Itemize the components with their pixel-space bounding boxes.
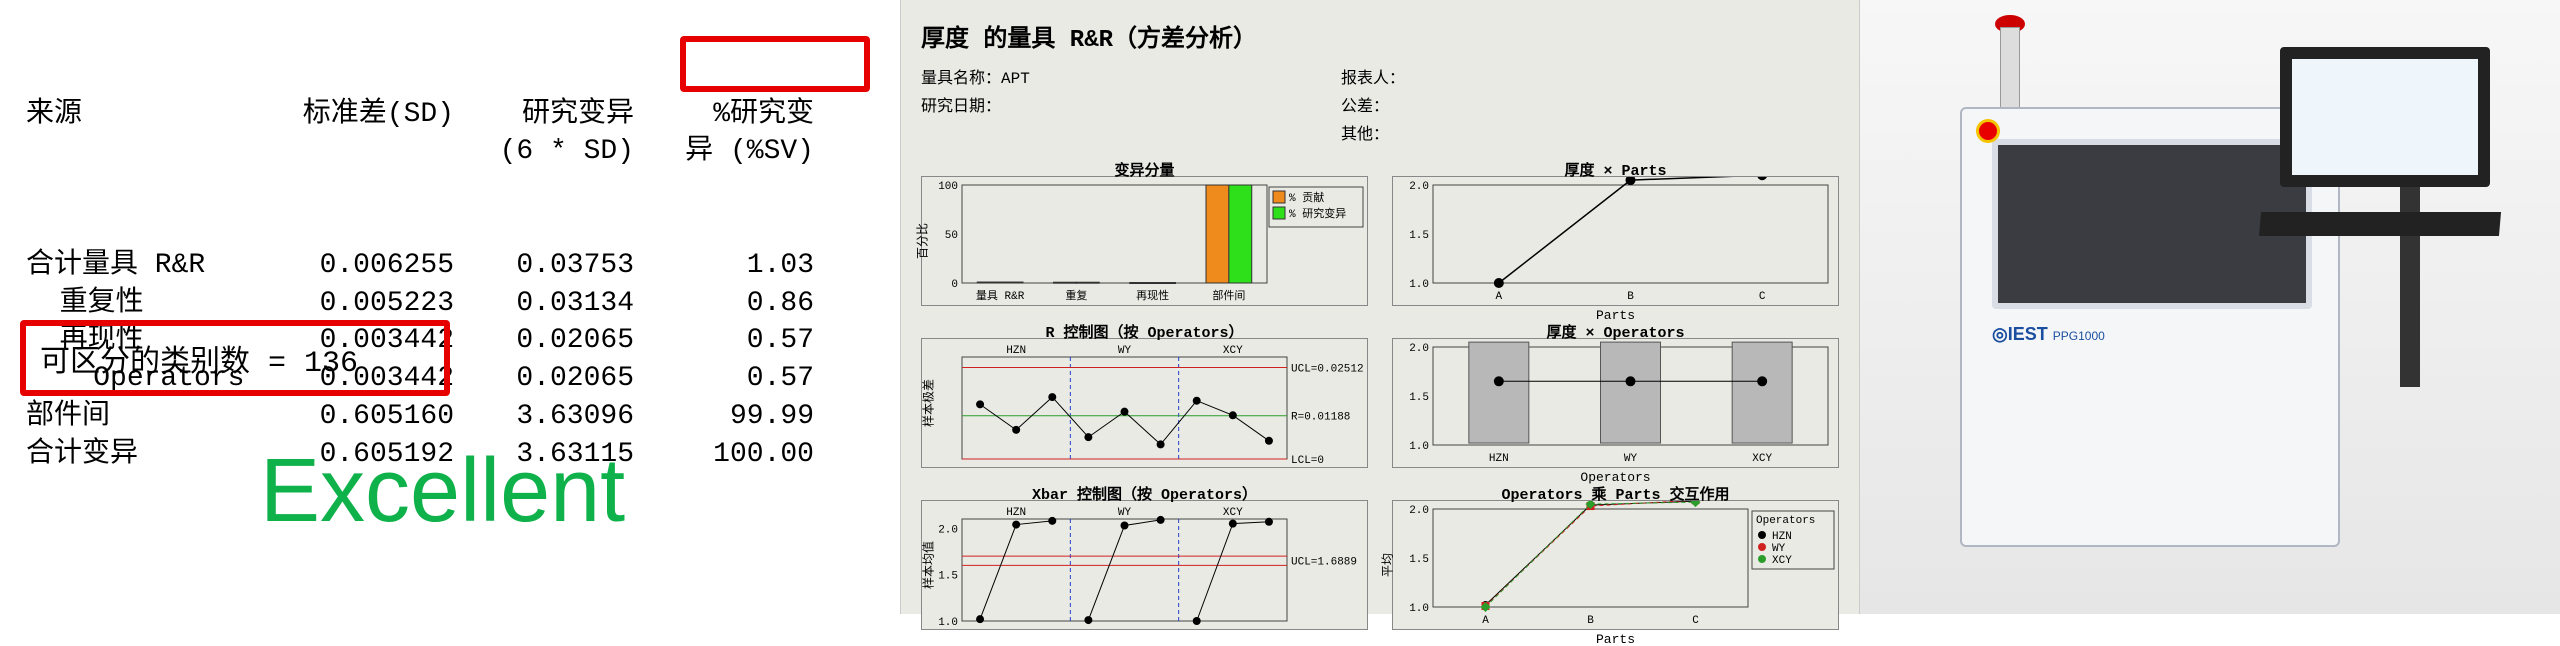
svg-text:B: B: [1627, 291, 1634, 303]
meta-row-2: 研究日期： 公差：: [921, 92, 1839, 116]
machine-illustration: ◎IEST PPG1000: [1940, 27, 2480, 587]
table-cell: 0.605160: [280, 398, 460, 436]
table-cell: 0.57: [640, 360, 820, 398]
categories-text: 可区分的类别数 = 136: [40, 336, 358, 381]
chart-thickness-parts: 厚度 × PartsParts1.01.52.0ABC: [1392, 176, 1839, 306]
gauge-name-value: APT: [1001, 70, 1030, 88]
svg-text:2.0: 2.0: [1409, 181, 1429, 193]
svg-text:C: C: [1759, 291, 1766, 303]
table-cell: 100.00: [640, 436, 820, 474]
svg-text:1.0: 1.0: [1409, 603, 1429, 615]
svg-text:100: 100: [938, 181, 958, 193]
table-cell: 0.02065: [460, 322, 640, 360]
table-header-row: 来源 标准差(SD) 研究变异 (6 * SD) %研究变 异 (%SV): [20, 96, 880, 172]
table-cell: 0.02065: [460, 360, 640, 398]
table-cell: 1.03: [640, 247, 820, 285]
svg-text:1.0: 1.0: [1409, 279, 1429, 291]
svg-text:再现性: 再现性: [1136, 288, 1169, 303]
svg-text:0: 0: [951, 279, 958, 291]
charts-panel: 厚度 的量具 R&R（方差分析） 量具名称：APT 报表人： 研究日期： 公差：…: [900, 0, 1860, 614]
meta-row-1: 量具名称：APT 报表人：: [921, 64, 1839, 88]
anova-table-panel: 来源 标准差(SD) 研究变异 (6 * SD) %研究变 异 (%SV) 合计…: [0, 0, 900, 614]
reporter-label: 报表人：: [1341, 70, 1405, 88]
col-sv: 研究变异 (6 * SD): [460, 96, 640, 172]
svg-text:WY: WY: [1772, 543, 1786, 555]
svg-text:1.5: 1.5: [1409, 554, 1429, 566]
table-cell: 99.99: [640, 398, 820, 436]
svg-text:1.5: 1.5: [1409, 230, 1429, 242]
svg-text:WY: WY: [1118, 345, 1132, 357]
machine-photo-panel: ◎IEST PPG1000: [1860, 0, 2560, 614]
svg-text:A: A: [1496, 291, 1503, 303]
chart-grid: 变异分量百分比050100量具 R&R重复再现性部件间% 贡献% 研究变异 厚度…: [921, 156, 1839, 630]
monitor: [2280, 47, 2490, 187]
table-cell: 重复性: [20, 285, 280, 323]
table-row: 合计量具 R&R0.0062550.037531.03: [20, 247, 880, 285]
chart-xbar-control: Xbar 控制图（按 Operators）样本均值HZNWYXCY1.01.52…: [921, 500, 1368, 630]
gauge-name-label: 量具名称：: [921, 70, 1001, 88]
svg-text:2.0: 2.0: [938, 524, 958, 536]
meta-row-3: 其他：: [921, 120, 1839, 144]
chart-thickness-operators: 厚度 × OperatorsOperators1.01.52.0HZNWYXCY: [1392, 338, 1839, 468]
svg-text:C: C: [1692, 615, 1699, 627]
svg-text:HZN: HZN: [1772, 531, 1792, 543]
table-cell: 合计量具 R&R: [20, 247, 280, 285]
svg-text:50: 50: [945, 230, 958, 242]
svg-text:WY: WY: [1624, 453, 1638, 465]
svg-text:2.0: 2.0: [1409, 343, 1429, 355]
table-cell: 0.006255: [280, 247, 460, 285]
svg-text:XCY: XCY: [1223, 345, 1243, 357]
other-label: 其他：: [1341, 126, 1389, 144]
tolerance-label: 公差：: [1341, 98, 1389, 116]
svg-text:重复: 重复: [1065, 288, 1087, 303]
svg-text:UCL=0.02512: UCL=0.02512: [1291, 363, 1364, 375]
col-sd: 标准差(SD): [280, 96, 460, 172]
svg-text:XCY: XCY: [1752, 453, 1772, 465]
study-date-label: 研究日期：: [921, 98, 1001, 116]
excellent-label: Excellent: [260, 440, 625, 543]
col-pv: %研究变 异 (%SV): [640, 96, 820, 172]
svg-text:WY: WY: [1118, 507, 1132, 519]
chart-variation: 变异分量百分比050100量具 R&R重复再现性部件间% 贡献% 研究变异: [921, 176, 1368, 306]
report-title: 厚度 的量具 R&R（方差分析）: [921, 18, 1839, 54]
svg-text:HZN: HZN: [1489, 453, 1509, 465]
svg-text:UCL=1.6889: UCL=1.6889: [1291, 557, 1357, 569]
svg-text:% 研究变异: % 研究变异: [1289, 206, 1346, 221]
svg-text:1.0: 1.0: [938, 617, 958, 629]
table-row: 部件间0.6051603.6309699.99: [20, 398, 880, 436]
svg-text:2.0: 2.0: [1409, 505, 1429, 517]
table-cell: 0.86: [640, 285, 820, 323]
svg-text:部件间: 部件间: [1212, 288, 1245, 303]
highlight-box-103: [680, 36, 870, 92]
table-cell: 合计变异: [20, 436, 280, 474]
table-cell: 0.03753: [460, 247, 640, 285]
table-cell: 部件间: [20, 398, 280, 436]
highlight-box-categories: 可区分的类别数 = 136: [20, 320, 450, 396]
table-cell: 0.005223: [280, 285, 460, 323]
svg-text:XCY: XCY: [1772, 555, 1792, 567]
svg-text:A: A: [1482, 615, 1489, 627]
svg-text:Operators: Operators: [1756, 515, 1815, 527]
col-source: 来源: [20, 96, 280, 172]
svg-text:量具 R&R: 量具 R&R: [976, 289, 1025, 303]
svg-text:R=0.01188: R=0.01188: [1291, 412, 1350, 424]
svg-text:HZN: HZN: [1006, 507, 1026, 519]
svg-text:LCL=0: LCL=0: [1291, 455, 1324, 467]
svg-text:1.5: 1.5: [1409, 392, 1429, 404]
svg-text:1.5: 1.5: [938, 571, 958, 583]
table-cell: 0.57: [640, 322, 820, 360]
chart-r-control: R 控制图（按 Operators）样本极差HZNWYXCYUCL=0.0251…: [921, 338, 1368, 468]
estop-button-icon: [1976, 119, 2000, 143]
table-cell: 0.03134: [460, 285, 640, 323]
table-cell: 3.63096: [460, 398, 640, 436]
svg-text:B: B: [1587, 615, 1594, 627]
keyboard-tray: [2259, 212, 2501, 236]
machine-brand: ◎IEST PPG1000: [1992, 324, 2105, 345]
chart-interaction: Operators 乘 Parts 交互作用平均Parts1.01.52.0AB…: [1392, 500, 1839, 630]
svg-text:HZN: HZN: [1006, 345, 1026, 357]
svg-text:% 贡献: % 贡献: [1289, 190, 1324, 205]
svg-text:1.0: 1.0: [1409, 441, 1429, 453]
table-row: 重复性0.0052230.031340.86: [20, 285, 880, 323]
svg-text:XCY: XCY: [1223, 507, 1243, 519]
